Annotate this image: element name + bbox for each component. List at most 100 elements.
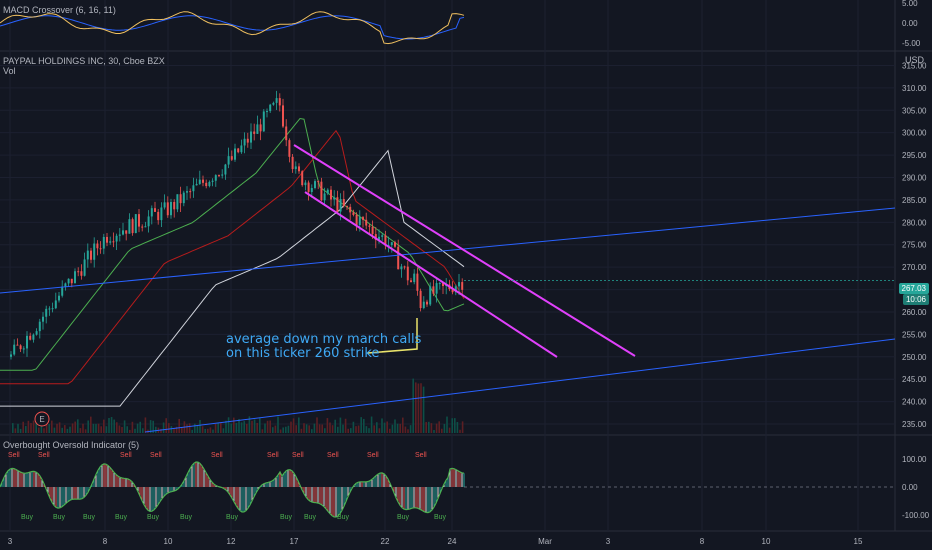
volume-bar	[376, 422, 378, 433]
volume-bar	[56, 423, 58, 433]
candle-body	[285, 126, 288, 141]
volume-bar	[27, 420, 30, 433]
volume-bar	[136, 423, 139, 433]
volume-bar	[253, 419, 256, 433]
volume-bar	[422, 386, 425, 433]
candle-body	[282, 105, 284, 127]
volume-bar	[181, 427, 183, 433]
volume-bar	[287, 425, 290, 433]
x-tick-label: 8	[103, 537, 108, 546]
oscillator-label[interactable]: Overbought Oversold Indicator (5)	[3, 440, 140, 450]
candle-body	[374, 234, 377, 240]
candle-body	[179, 194, 182, 204]
volume-bar	[160, 428, 162, 433]
volume-bar	[14, 428, 17, 433]
volume-bar	[407, 429, 409, 433]
candle-body	[342, 199, 345, 206]
sell-signal-label: Sell	[415, 452, 427, 459]
volume-label[interactable]: Vol	[3, 66, 16, 76]
volume-bar	[175, 426, 178, 433]
volume-bar	[383, 422, 386, 433]
y-tick-label: 255.00	[902, 330, 927, 339]
volume-bar	[108, 417, 110, 433]
volume-bar	[456, 422, 459, 433]
macd-signal-line	[0, 15, 465, 40]
candle-body	[115, 235, 118, 242]
sell-signal-label: Sell	[8, 452, 20, 459]
earnings-marker-label: E	[39, 415, 44, 424]
volume-bar	[92, 423, 95, 433]
volume-bar	[290, 421, 292, 433]
candle-body	[403, 266, 406, 268]
candle-body	[218, 175, 220, 177]
candle-body	[339, 199, 342, 212]
volume-bar	[389, 428, 391, 433]
sell-signal-label: Sell	[150, 452, 162, 459]
candle-body	[422, 301, 425, 309]
volume-bar	[186, 424, 188, 433]
candle-body	[192, 185, 195, 192]
candle-body	[400, 266, 403, 270]
volume-bar	[118, 425, 121, 433]
x-tick-label: 24	[448, 537, 457, 546]
volume-bar	[370, 416, 373, 433]
candle-body	[314, 181, 316, 189]
candle-body	[211, 180, 214, 182]
volume-bar	[300, 428, 303, 433]
macd-tick-label: 5.00	[902, 0, 918, 8]
volume-bar	[191, 429, 193, 433]
volume-bar	[32, 420, 35, 433]
candle-body	[22, 348, 25, 350]
volume-bar	[454, 418, 456, 433]
sell-signal-label: Sell	[267, 452, 279, 459]
moving-average-fast	[0, 117, 465, 371]
volume-bar	[404, 426, 407, 433]
volume-bar	[48, 424, 50, 433]
candle-body	[93, 243, 96, 260]
candle-body	[416, 273, 419, 291]
x-tick-label: Mar	[538, 537, 552, 546]
candle-body	[438, 283, 441, 285]
volume-bar	[248, 416, 251, 433]
macd-tick-label: -5.00	[902, 39, 921, 48]
volume-bar	[360, 417, 362, 433]
volume-bar	[19, 428, 22, 433]
candle-body	[330, 189, 332, 200]
volume-bar	[116, 422, 118, 433]
candle-body	[326, 189, 329, 194]
macd-tick-label: 0.00	[902, 19, 918, 28]
x-tick-label: 3	[8, 537, 13, 546]
chart-annotation[interactable]: average down my march calls on this tick…	[226, 333, 421, 361]
volume-bar	[139, 421, 141, 433]
candle-body	[141, 226, 144, 228]
volume-bar	[420, 383, 422, 433]
volume-bar	[35, 422, 37, 433]
y-tick-label: 295.00	[902, 151, 927, 160]
volume-bar	[64, 425, 66, 433]
y-tick-label: 290.00	[902, 174, 927, 183]
candle-body	[352, 212, 355, 215]
candle-body	[272, 102, 275, 105]
volume-bar	[402, 417, 404, 433]
candle-body	[70, 278, 73, 284]
macd-label[interactable]: MACD Crossover (6, 16, 11)	[3, 5, 116, 15]
candle-body	[362, 217, 364, 220]
candle-body	[195, 183, 198, 186]
candle-body	[10, 354, 12, 357]
volume-bar	[350, 428, 352, 433]
volume-bar	[222, 428, 225, 433]
volume-bar	[100, 426, 102, 433]
candle-body	[16, 344, 19, 346]
candle-body	[176, 194, 179, 210]
volume-bar	[77, 419, 79, 433]
candle-body	[378, 236, 380, 240]
macd-line	[0, 11, 465, 45]
candle-body	[51, 308, 54, 310]
volume-bar	[220, 422, 222, 433]
symbol-title[interactable]: PAYPAL HOLDINGS INC, 30, Cboe BZX	[3, 56, 165, 66]
candle-body	[122, 230, 124, 235]
x-tick-label: 12	[227, 537, 236, 546]
candle-body	[253, 131, 256, 134]
